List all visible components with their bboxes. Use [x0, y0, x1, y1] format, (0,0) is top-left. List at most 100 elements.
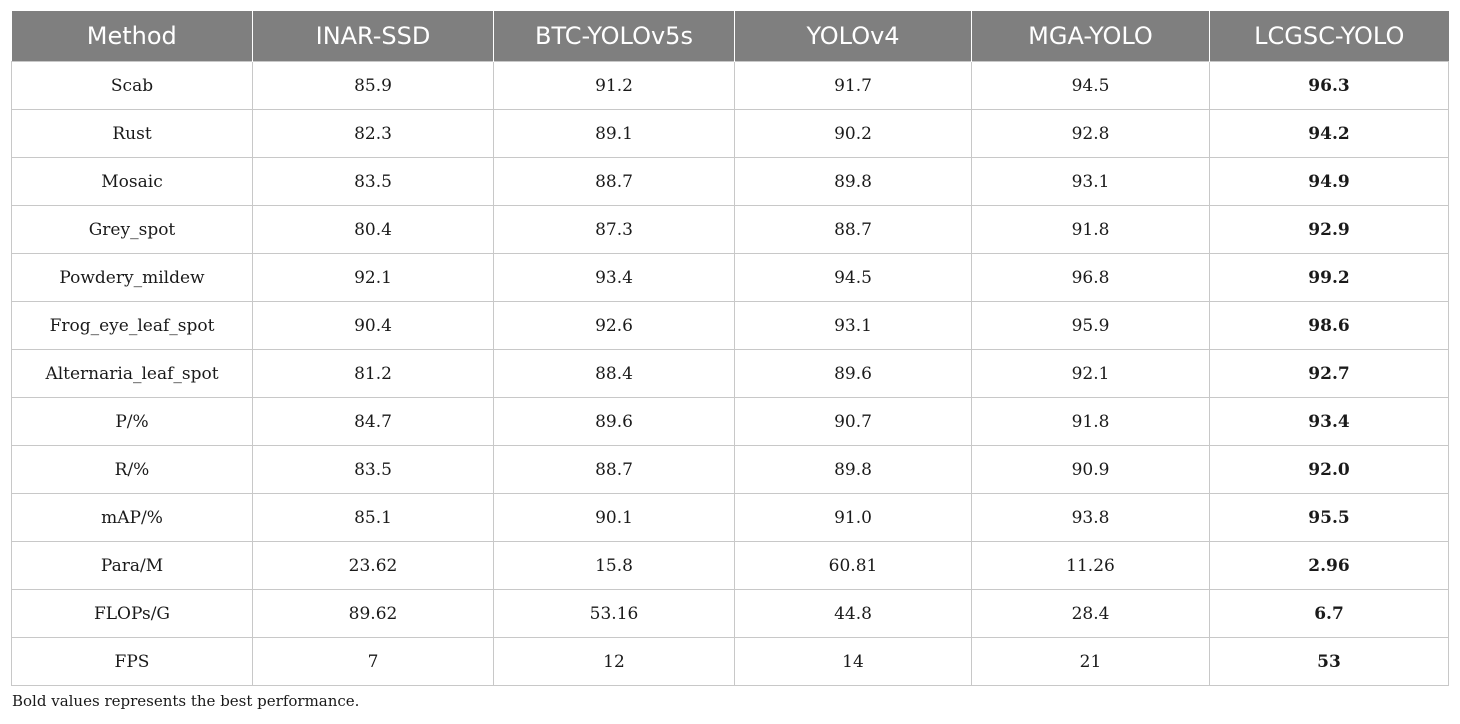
row-label-cell: Alternaria_leaf_spot: [11, 349, 253, 398]
value-cell: 85.9: [252, 61, 494, 110]
value-cell: 94.9: [1209, 157, 1449, 206]
value-cell: 14: [734, 637, 972, 686]
value-cell: 94.2: [1209, 109, 1449, 158]
value-cell: 92.0: [1209, 445, 1449, 494]
row-label-cell: P/%: [11, 397, 253, 446]
row-label-cell: R/%: [11, 445, 253, 494]
value-cell: 91.2: [493, 61, 735, 110]
header-cell-mga-yolo: MGA-YOLO: [971, 11, 1210, 62]
table-row: mAP/% 85.1 90.1 91.0 93.8 95.5: [11, 493, 1449, 542]
table-row: Mosaic 83.5 88.7 89.8 93.1 94.9: [11, 157, 1449, 206]
value-cell: 96.8: [971, 253, 1210, 302]
table-row: R/% 83.5 88.7 89.8 90.9 92.0: [11, 445, 1449, 494]
value-cell: 7: [252, 637, 494, 686]
value-cell: 89.8: [734, 157, 972, 206]
value-cell: 89.62: [252, 589, 494, 638]
header-cell-lcgsc-yolo: LCGSC-YOLO: [1209, 11, 1449, 62]
header-row: Method INAR-SSD BTC-YOLOv5s YOLOv4 MGA-Y…: [11, 11, 1449, 62]
value-cell: 88.7: [493, 157, 735, 206]
table-row: Powdery_mildew 92.1 93.4 94.5 96.8 99.2: [11, 253, 1449, 302]
table-row: FLOPs/G 89.62 53.16 44.8 28.4 6.7: [11, 589, 1449, 638]
value-cell: 94.5: [971, 61, 1210, 110]
value-cell: 88.7: [493, 445, 735, 494]
table-row: P/% 84.7 89.6 90.7 91.8 93.4: [11, 397, 1449, 446]
value-cell: 60.81: [734, 541, 972, 590]
value-cell: 53: [1209, 637, 1449, 686]
value-cell: 90.4: [252, 301, 494, 350]
value-cell: 15.8: [493, 541, 735, 590]
value-cell: 81.2: [252, 349, 494, 398]
value-cell: 90.2: [734, 109, 972, 158]
row-label-cell: Powdery_mildew: [11, 253, 253, 302]
value-cell: 92.6: [493, 301, 735, 350]
value-cell: 89.8: [734, 445, 972, 494]
value-cell: 82.3: [252, 109, 494, 158]
row-label-cell: Grey_spot: [11, 205, 253, 254]
value-cell: 92.1: [252, 253, 494, 302]
table-row: Alternaria_leaf_spot 81.2 88.4 89.6 92.1 92.7: [11, 349, 1449, 398]
header-cell-inar-ssd: INAR-SSD: [252, 11, 494, 62]
value-cell: 90.1: [493, 493, 735, 542]
value-cell: 83.5: [252, 445, 494, 494]
value-cell: 89.6: [734, 349, 972, 398]
value-cell: 44.8: [734, 589, 972, 638]
value-cell: 96.3: [1209, 61, 1449, 110]
table-row: Frog_eye_leaf_spot 90.4 92.6 93.1 95.9 98.6: [11, 301, 1449, 350]
header-cell-yolov4: YOLOv4: [734, 11, 972, 62]
value-cell: 21: [971, 637, 1210, 686]
value-cell: 53.16: [493, 589, 735, 638]
value-cell: 23.62: [252, 541, 494, 590]
table-footnote: Bold values represents the best performa…: [12, 692, 360, 710]
value-cell: 93.4: [493, 253, 735, 302]
row-label-cell: FLOPs/G: [11, 589, 253, 638]
value-cell: 89.6: [493, 397, 735, 446]
table-row: Para/M 23.62 15.8 60.81 11.26 2.96: [11, 541, 1449, 590]
value-cell: 90.7: [734, 397, 972, 446]
value-cell: 98.6: [1209, 301, 1449, 350]
row-label-cell: FPS: [11, 637, 253, 686]
value-cell: 91.0: [734, 493, 972, 542]
value-cell: 83.5: [252, 157, 494, 206]
value-cell: 94.5: [734, 253, 972, 302]
table-row: Grey_spot 80.4 87.3 88.7 91.8 92.9: [11, 205, 1449, 254]
header-cell-method: Method: [11, 11, 253, 62]
value-cell: 92.8: [971, 109, 1210, 158]
value-cell: 84.7: [252, 397, 494, 446]
row-label-cell: Scab: [11, 61, 253, 110]
header-cell-btc-yolov5s: BTC-YOLOv5s: [493, 11, 735, 62]
row-label-cell: Rust: [11, 109, 253, 158]
table-row: FPS 7 12 14 21 53: [11, 637, 1449, 686]
value-cell: 93.1: [734, 301, 972, 350]
table-row: Rust 82.3 89.1 90.2 92.8 94.2: [11, 109, 1449, 158]
row-label-cell: Frog_eye_leaf_spot: [11, 301, 253, 350]
comparison-table-container: Method INAR-SSD BTC-YOLOv5s YOLOv4 MGA-Y…: [11, 11, 1449, 686]
table-body: Scab 85.9 91.2 91.7 94.5 96.3 Rust 82.3 89.1 90.2…: [11, 61, 1449, 686]
value-cell: 80.4: [252, 205, 494, 254]
value-cell: 95.9: [971, 301, 1210, 350]
value-cell: 11.26: [971, 541, 1210, 590]
value-cell: 89.1: [493, 109, 735, 158]
value-cell: 92.7: [1209, 349, 1449, 398]
value-cell: 93.1: [971, 157, 1210, 206]
comparison-table: Method INAR-SSD BTC-YOLOv5s YOLOv4 MGA-Y…: [11, 11, 1449, 686]
value-cell: 28.4: [971, 589, 1210, 638]
value-cell: 88.4: [493, 349, 735, 398]
value-cell: 87.3: [493, 205, 735, 254]
row-label-cell: Para/M: [11, 541, 253, 590]
value-cell: 88.7: [734, 205, 972, 254]
value-cell: 99.2: [1209, 253, 1449, 302]
row-label-cell: mAP/%: [11, 493, 253, 542]
table-header: Method INAR-SSD BTC-YOLOv5s YOLOv4 MGA-Y…: [11, 11, 1449, 62]
value-cell: 92.1: [971, 349, 1210, 398]
value-cell: 85.1: [252, 493, 494, 542]
value-cell: 12: [493, 637, 735, 686]
value-cell: 6.7: [1209, 589, 1449, 638]
value-cell: 2.96: [1209, 541, 1449, 590]
value-cell: 91.7: [734, 61, 972, 110]
value-cell: 93.8: [971, 493, 1210, 542]
value-cell: 95.5: [1209, 493, 1449, 542]
row-label-cell: Mosaic: [11, 157, 253, 206]
value-cell: 91.8: [971, 397, 1210, 446]
value-cell: 90.9: [971, 445, 1210, 494]
value-cell: 91.8: [971, 205, 1210, 254]
